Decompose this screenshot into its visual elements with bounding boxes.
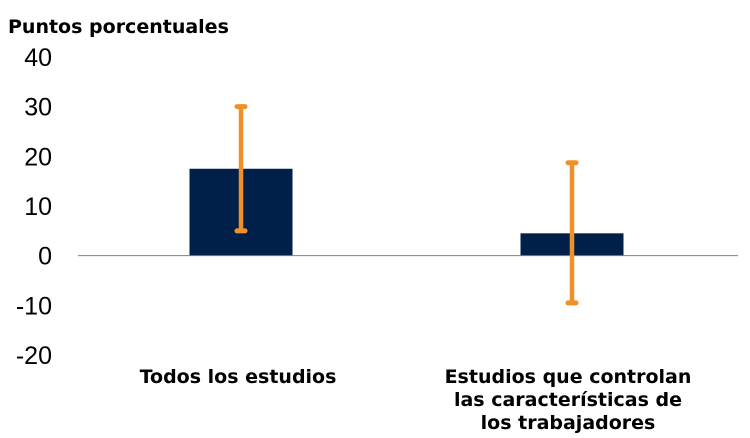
category-labels: Todos los estudios Estudios que controlan… [140,366,692,434]
bars [189,168,624,256]
category-label: Todos los estudios [140,366,337,388]
y-tick-label: 40 [24,44,52,72]
y-axis-tick-labels: 40 30 20 10 0 -10 -20 [16,44,52,370]
y-tick-label: -20 [16,342,52,370]
y-tick-label: 20 [24,143,52,171]
y-axis-unit-label: Puntos porcentuales [8,16,229,38]
y-tick-label: 0 [38,243,52,271]
error-bars [234,104,579,306]
y-tick-label: 30 [24,94,52,122]
category-label: Estudios que controlan [445,366,692,388]
category-label: los trabajadores [481,412,656,434]
y-tick-label: 10 [24,193,52,221]
y-tick-label: -10 [16,292,52,320]
category-label: las características de [454,389,682,411]
